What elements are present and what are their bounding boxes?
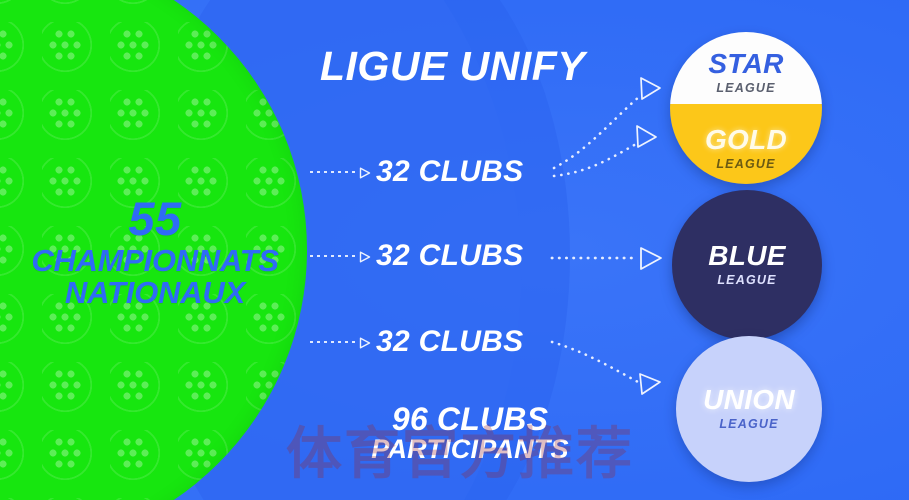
club-count-label: 32 CLUBS: [376, 239, 524, 272]
championships-count: 55: [128, 192, 182, 245]
league-sub-blue: LEAGUE: [717, 273, 777, 287]
championships-word: CHAMPIONNATS: [31, 243, 279, 278]
league-sub-gold: LEAGUE: [716, 157, 776, 171]
league-disc-star-gold[interactable]: STAR LEAGUE GOLD LEAGUE: [670, 32, 822, 184]
league-disc-gold-half[interactable]: GOLD LEAGUE: [670, 104, 822, 184]
participants-word: PARTICIPANTS: [371, 433, 569, 464]
dotted-connector-3: [310, 337, 371, 349]
club-count-label: 32 CLUBS: [376, 155, 524, 188]
league-disc-star-half[interactable]: STAR LEAGUE: [670, 32, 822, 104]
dotted-connector-2: [310, 251, 371, 263]
club-row-1: 32 CLUBS: [310, 150, 523, 194]
league-name-gold: GOLD: [704, 124, 788, 155]
triangle-arrow-icon: [359, 337, 371, 349]
green-ellipse-shape: [0, 0, 307, 500]
green-dot-pattern: [0, 0, 307, 500]
triangle-arrow-icon: [359, 251, 371, 263]
watermark-text: 体育官方推荐: [286, 422, 634, 487]
national-championships-label: 55 CHAMPIONNATS NATIONAUX: [0, 195, 310, 308]
green-ellipse-fill: [0, 0, 307, 500]
total-clubs-count: 96 CLUBS: [391, 401, 549, 437]
club-row-3: 32 CLUBS: [310, 320, 523, 364]
dotted-connector-1: [310, 167, 371, 179]
league-disc-union[interactable]: UNION LEAGUE: [676, 336, 822, 482]
league-name-star: STAR: [708, 48, 784, 79]
total-clubs-summary: 96 CLUBS PARTICIPANTS: [325, 403, 615, 464]
league-disc-blue[interactable]: BLUE LEAGUE: [672, 190, 822, 340]
league-name-union: UNION: [703, 384, 795, 415]
league-name-blue: BLUE: [708, 240, 786, 271]
page-title: LIGUE UNIFY: [320, 43, 586, 89]
nationaux-word: NATIONAUX: [64, 275, 246, 310]
triangle-arrow-icon: [359, 167, 371, 179]
club-row-2: 32 CLUBS: [310, 234, 523, 278]
league-sub-union: LEAGUE: [719, 417, 779, 431]
club-count-label: 32 CLUBS: [376, 325, 524, 358]
league-sub-star: LEAGUE: [716, 81, 776, 95]
